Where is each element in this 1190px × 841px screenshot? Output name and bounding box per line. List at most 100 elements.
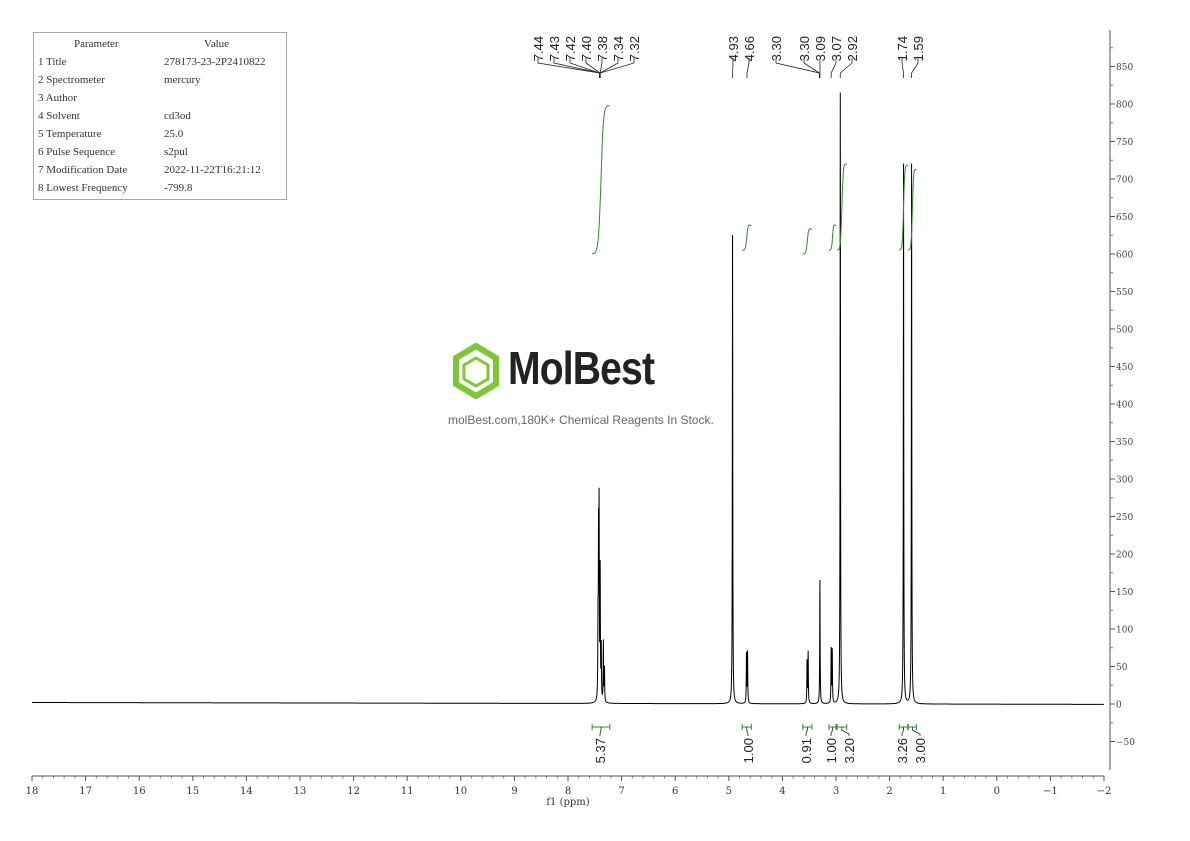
- integral-leader: [746, 727, 749, 736]
- integral-value: 5.37: [593, 738, 608, 763]
- integral-value: 3.20: [842, 738, 857, 763]
- peak-label: 1.74: [895, 36, 910, 61]
- peak-label: 3.30: [797, 36, 812, 61]
- y-tick-label: 250: [1116, 513, 1133, 523]
- x-tick-label: 0: [994, 786, 1000, 797]
- integral-curve: [802, 228, 813, 255]
- spectrum-line: [32, 92, 1104, 705]
- param-value: 25.0: [164, 128, 184, 140]
- param-row: 7 Modification Date 2022-11-22T16:21:12: [38, 161, 261, 179]
- peak-label-leader: [911, 58, 919, 78]
- x-tick-label: 3: [833, 786, 839, 797]
- peak-label: 4.66: [742, 36, 757, 61]
- peak-label: 7.38: [595, 36, 610, 61]
- x-tick-label: 14: [240, 786, 253, 797]
- y-tick-label: 700: [1116, 176, 1133, 186]
- peak-label-leader: [830, 58, 837, 78]
- x-tick-label: 16: [133, 786, 146, 797]
- integral-leader: [599, 727, 602, 736]
- x-tick-label: 6: [672, 786, 678, 797]
- param-name: 5 Temperature: [38, 128, 102, 140]
- peak-label: 3.07: [829, 36, 844, 61]
- x-tick-label: 12: [347, 786, 360, 797]
- x-tick-label: −1: [1043, 786, 1058, 797]
- integral-value: 0.91: [799, 738, 814, 763]
- integral-leader: [805, 727, 808, 736]
- integral-leader: [841, 727, 850, 736]
- peak-label: 7.42: [563, 36, 578, 61]
- peak-label-leader: [746, 58, 750, 78]
- integral-value: 1.00: [741, 738, 756, 763]
- param-row: 8 Lowest Frequency -799.8: [38, 179, 192, 197]
- y-tick-label: 500: [1116, 326, 1133, 336]
- integral-value: 1.00: [824, 738, 839, 763]
- peak-label: 3.09: [813, 36, 828, 61]
- x-tick-label: 5: [726, 786, 732, 797]
- peak-label: 7.32: [627, 36, 642, 61]
- y-tick-label: 450: [1116, 363, 1133, 373]
- y-tick-label: 50: [1116, 663, 1128, 673]
- x-tick-label: 18: [26, 786, 39, 797]
- y-tick-label: 350: [1116, 438, 1133, 448]
- peak-label-leader: [569, 58, 601, 78]
- integral-curve: [836, 163, 847, 251]
- param-value: -799.8: [164, 182, 193, 194]
- param-value: 2022-11-22T16:21:12: [164, 164, 261, 176]
- peak-label: 7.44: [531, 36, 546, 61]
- y-tick-label: 650: [1116, 213, 1133, 223]
- param-value: cd3od: [164, 110, 191, 122]
- x-tick-label: 1: [940, 786, 946, 797]
- watermark-name: MolBest: [508, 342, 655, 394]
- integral-leader: [901, 727, 904, 736]
- integral-leader: [911, 727, 921, 736]
- peak-label-leader: [599, 58, 635, 78]
- x-tick-label: 10: [454, 786, 467, 797]
- x-axis-label: f1 (ppm): [546, 797, 589, 808]
- param-row: 5 Temperature 25.0: [38, 125, 183, 143]
- peak-label: 2.92: [845, 36, 860, 61]
- x-tick-label: 11: [401, 786, 414, 797]
- y-tick-label: 750: [1116, 138, 1133, 148]
- integral-leader: [830, 727, 833, 736]
- param-header: Parameter Value: [74, 35, 229, 53]
- y-tick-label: 300: [1116, 476, 1133, 486]
- watermark-tagline: molBest.com,180K+ Chemical Reagents In S…: [448, 413, 714, 427]
- param-name: 4 Solvent: [38, 110, 80, 122]
- param-name: 6 Pulse Sequence: [38, 146, 115, 158]
- peak-label-leader: [901, 58, 904, 78]
- param-name: 7 Modification Date: [38, 164, 128, 176]
- param-value: 278173-23-2P2410822: [164, 56, 266, 68]
- y-tick-label: 0: [1116, 701, 1122, 711]
- param-row: 4 Solvent cd3od: [38, 107, 191, 125]
- param-value: mercury: [164, 74, 201, 86]
- integral-curve: [908, 168, 917, 251]
- x-tick-label: 7: [618, 786, 624, 797]
- x-tick-label: 8: [565, 786, 571, 797]
- peak-label: 3.30: [769, 36, 784, 61]
- integral-curve: [829, 224, 837, 251]
- y-tick-label: −50: [1116, 738, 1135, 748]
- y-tick-label: 100: [1116, 626, 1133, 636]
- y-tick-label: 550: [1116, 288, 1133, 298]
- peak-label: 4.93: [726, 36, 741, 61]
- integral-curve: [899, 165, 909, 251]
- molbest-logo-icon: [453, 342, 499, 400]
- x-tick-label: 2: [886, 786, 892, 797]
- y-tick-label: 150: [1116, 588, 1133, 598]
- param-header-name: Parameter: [74, 38, 119, 50]
- param-header-value: Value: [204, 38, 230, 50]
- integral-curve: [742, 224, 752, 251]
- y-tick-label: 200: [1116, 551, 1133, 561]
- peak-label: 7.43: [547, 36, 562, 61]
- x-tick-label: 17: [79, 786, 92, 797]
- x-tick-label: 9: [511, 786, 517, 797]
- param-row: 2 Spectrometer mercury: [38, 71, 201, 89]
- integral-curve: [592, 105, 610, 255]
- x-tick-label: 4: [779, 786, 785, 797]
- parameter-table: Parameter Value 1 Title 278173-23-2P24108…: [33, 32, 287, 200]
- param-row: 3 Author: [38, 89, 77, 107]
- integral-value: 3.26: [895, 738, 910, 763]
- param-row: 6 Pulse Sequence s2pul: [38, 143, 188, 161]
- peak-label: 1.59: [911, 36, 926, 61]
